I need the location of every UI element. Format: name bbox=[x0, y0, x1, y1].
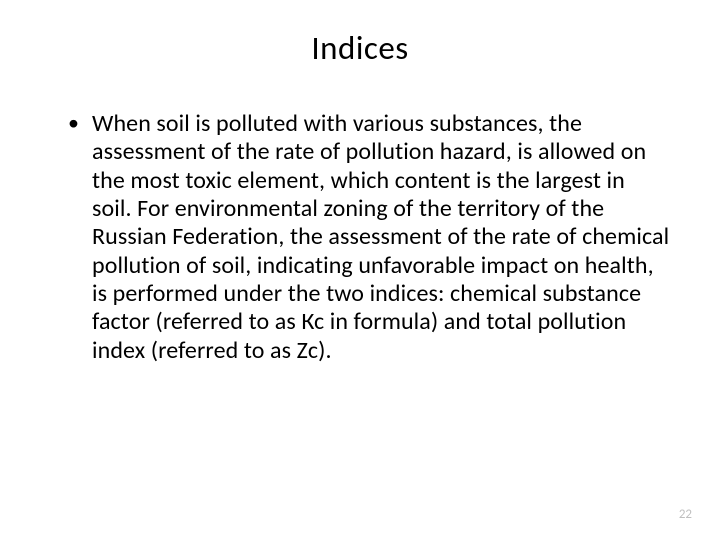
page-number: 22 bbox=[679, 507, 692, 522]
slide-container: Indices When soil is polluted with vario… bbox=[0, 0, 720, 540]
bullet-text: When soil is polluted with various subst… bbox=[92, 109, 669, 365]
bullet-list: When soil is polluted with various subst… bbox=[50, 110, 670, 365]
slide-title: Indices bbox=[50, 28, 670, 68]
bullet-item: When soil is polluted with various subst… bbox=[68, 110, 670, 365]
